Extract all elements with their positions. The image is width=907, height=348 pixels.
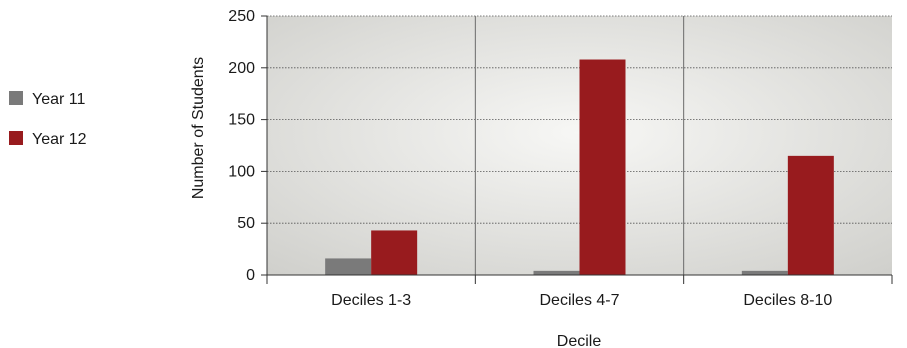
x-axis-title: Decile — [557, 333, 602, 348]
y-tick-label: 0 — [246, 267, 255, 284]
legend-label: Year 12 — [32, 131, 87, 148]
x-tick-label: Deciles 8-10 — [743, 292, 832, 309]
legend-swatch — [9, 91, 23, 105]
legend-swatch — [9, 131, 23, 145]
legend-label: Year 11 — [32, 91, 85, 108]
y-tick-label: 150 — [228, 112, 255, 129]
bar-year-11 — [533, 270, 580, 275]
y-axis-title: Number of Students — [190, 57, 207, 199]
bars — [325, 59, 834, 276]
y-tick-label: 100 — [228, 163, 255, 180]
bar-year-11 — [741, 270, 788, 275]
bar-year-12 — [371, 230, 418, 275]
y-tick-label: 200 — [228, 60, 255, 77]
x-tick-labels: Deciles 1-3 Deciles 4-7 Deciles 8-10 — [331, 292, 832, 309]
y-tick-labels: 0 50 100 150 200 250 — [228, 8, 255, 284]
legend-item: Year 12 — [9, 131, 87, 148]
bar-year-12 — [579, 59, 626, 276]
bar-year-11 — [325, 258, 372, 275]
x-tick-label: Deciles 4-7 — [539, 292, 619, 309]
x-tick-label: Deciles 1-3 — [331, 292, 411, 309]
y-tick-label: 50 — [237, 215, 255, 232]
axes — [261, 15, 893, 284]
legend: Year 11 Year 12 — [9, 91, 87, 148]
y-tick-label: 250 — [228, 8, 255, 25]
bar-year-12 — [787, 155, 834, 275]
legend-item: Year 11 — [9, 91, 85, 108]
